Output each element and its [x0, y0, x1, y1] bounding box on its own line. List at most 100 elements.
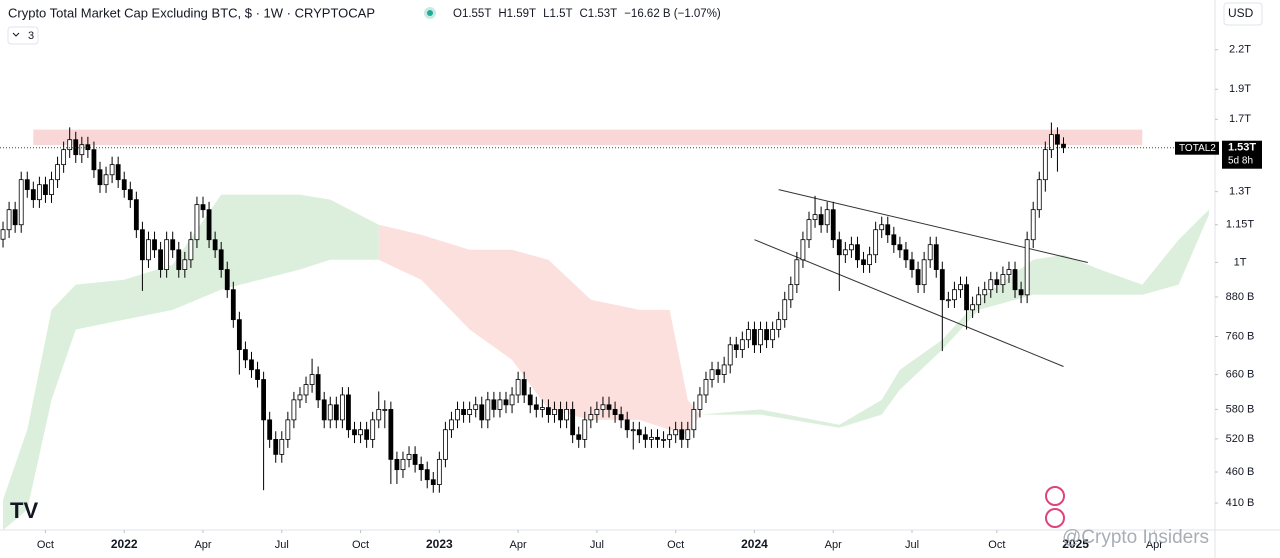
candle-body — [758, 329, 763, 346]
indicator-count: 3 — [28, 30, 34, 42]
candle-body — [970, 304, 976, 311]
candle-body — [24, 179, 30, 190]
status-dot — [427, 10, 433, 16]
candle-body — [406, 453, 412, 460]
candle-body — [752, 329, 757, 346]
y-tick-label: 520 B — [1226, 433, 1255, 445]
candle-body — [424, 469, 430, 481]
y-tick-label: 1T — [1234, 256, 1247, 268]
y-tick-label: 2.2T — [1229, 44, 1251, 56]
candle-body — [546, 407, 551, 416]
x-tick-label: Apr — [194, 539, 211, 551]
candle-body — [788, 284, 794, 301]
x-tick-label: Jul — [275, 539, 289, 551]
candle-body — [327, 404, 333, 421]
candle-body — [873, 229, 879, 256]
candle-body — [988, 279, 994, 291]
candle-body — [927, 244, 933, 261]
x-tick-label: Oct — [37, 539, 54, 551]
candle-body — [521, 379, 527, 396]
candle-body — [533, 404, 539, 410]
candle-body — [679, 429, 685, 440]
candle-body — [212, 239, 218, 251]
candle-body — [152, 239, 157, 251]
currency-button[interactable] — [1223, 2, 1263, 26]
candle-body — [921, 259, 927, 286]
price-label: 1.53T — [1228, 142, 1256, 154]
candle-body — [249, 359, 254, 371]
candle-body — [103, 174, 109, 186]
candle-body — [6, 209, 12, 231]
candle-body — [297, 394, 303, 401]
candle-body — [733, 344, 739, 350]
x-tick-label: Jul — [905, 539, 919, 551]
candle-body — [194, 204, 200, 241]
candle-body — [236, 319, 242, 350]
indicator-toggle[interactable] — [7, 26, 39, 45]
candle-body — [12, 209, 18, 226]
symbol-tag — [1175, 141, 1219, 155]
candle-body — [109, 164, 115, 176]
candle-body — [267, 419, 273, 440]
candle-body — [1048, 134, 1054, 151]
candle-body — [836, 239, 842, 256]
x-tick-label: Oct — [988, 539, 1005, 551]
cloud — [378, 224, 700, 435]
candle-body — [79, 144, 85, 156]
candle-body — [430, 479, 436, 485]
candle-body — [570, 409, 576, 436]
candle-body — [891, 234, 897, 246]
symbol-label: TOTAL2 — [1179, 143, 1216, 154]
y-tick-label: 1.3T — [1229, 186, 1251, 198]
event-icon[interactable] — [1045, 508, 1065, 528]
candle-body — [994, 279, 1000, 286]
candle-body — [1012, 269, 1018, 291]
candle-body — [61, 149, 67, 166]
candle-body — [600, 404, 606, 410]
candle-body — [449, 419, 454, 431]
candle-body — [164, 239, 170, 270]
candle-body — [509, 394, 515, 406]
candle-body — [612, 409, 618, 416]
candle-body — [43, 184, 48, 195]
candle-body — [170, 239, 176, 251]
candle-body — [903, 249, 909, 261]
candle-body — [291, 399, 297, 421]
candle-body — [661, 439, 666, 441]
candle-body — [861, 259, 866, 266]
x-tick-label: Apr — [1146, 539, 1163, 551]
y-tick-label: 410 B — [1226, 497, 1255, 509]
candle-body — [182, 259, 188, 270]
candle-body — [273, 439, 279, 455]
candle-body — [649, 436, 654, 440]
legend-value: C1.53T — [580, 8, 618, 20]
candle-body — [436, 458, 442, 485]
candle-body — [255, 369, 260, 380]
y-tick-label: 580 B — [1226, 403, 1255, 415]
legend-value: −16.62 B (−1.07%) — [624, 8, 721, 20]
candle-body — [461, 409, 466, 416]
candle-body — [636, 429, 642, 436]
candle-body — [606, 404, 612, 410]
candle-body — [933, 244, 939, 270]
candle-body — [36, 184, 42, 201]
candle-body — [279, 439, 285, 455]
candle-body — [721, 364, 727, 375]
candle-body — [188, 239, 194, 261]
candle-body — [824, 209, 830, 226]
candle-body — [1055, 134, 1060, 145]
candle-body — [473, 404, 479, 410]
event-icon[interactable] — [1045, 486, 1065, 506]
candle-body — [497, 399, 503, 410]
watermark: @Crypto Insiders — [1062, 527, 1209, 548]
candle-body — [945, 299, 951, 302]
candle-body — [200, 204, 206, 211]
candle-body — [976, 294, 982, 306]
candle-body — [364, 429, 370, 440]
candle-body — [915, 269, 921, 286]
candle-body — [485, 399, 491, 421]
candle-body — [630, 429, 636, 432]
candle-body — [91, 149, 97, 171]
candle-body — [770, 329, 776, 341]
